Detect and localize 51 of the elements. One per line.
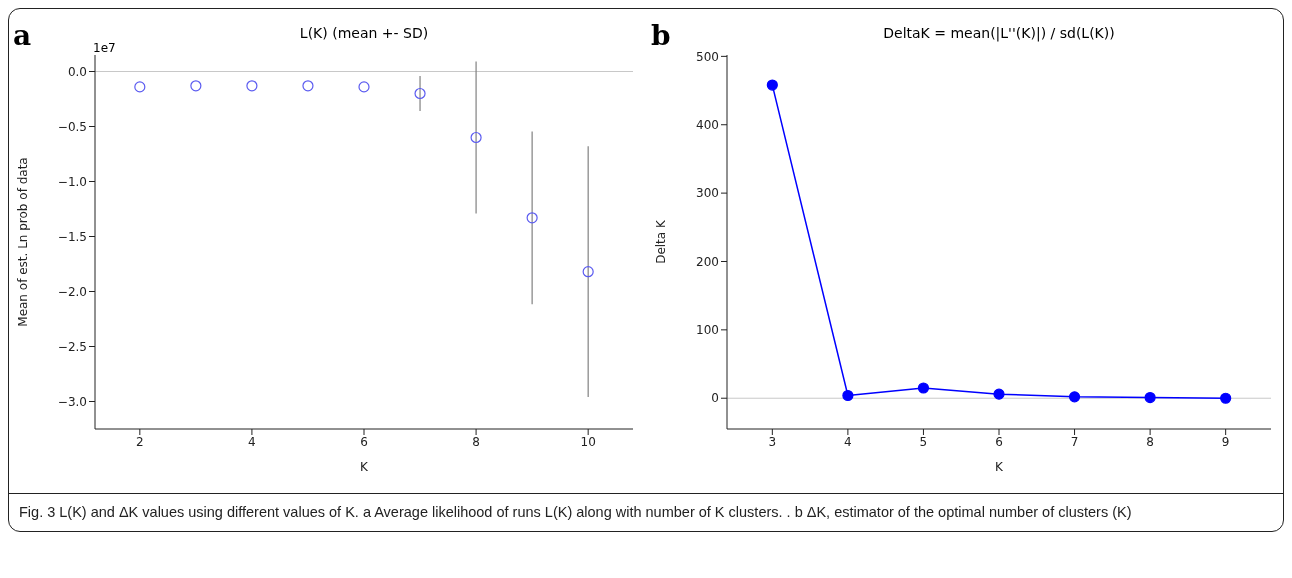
y-tick-label: 0 bbox=[711, 391, 719, 406]
x-tick-label: 7 bbox=[1070, 434, 1079, 449]
point bbox=[190, 80, 202, 92]
y-axis-title: Mean of est. Ln prob of data bbox=[16, 157, 31, 327]
x-tick-label: 10 bbox=[580, 434, 596, 449]
x-axis-title: K bbox=[360, 460, 370, 474]
x-tick-label: 9 bbox=[1221, 434, 1230, 449]
x-tick-label: 6 bbox=[995, 434, 1003, 449]
point bbox=[1068, 391, 1081, 403]
x-tick-label: 3 bbox=[768, 434, 777, 449]
point bbox=[917, 382, 930, 394]
y-tick-label: 100 bbox=[696, 323, 719, 338]
x-tick-label: 6 bbox=[360, 434, 368, 449]
caption: Fig. 3 L(K) and ΔK values using different values of K. a Average likelihood of runs L(K) along with number of K clusters. . b ΔK, estimator of the optimal number of clusters (K) bbox=[9, 493, 1283, 525]
y-tick-label: 400 bbox=[696, 118, 719, 132]
x-tick-label: 5 bbox=[919, 434, 928, 449]
x-tick-label: 2 bbox=[136, 434, 144, 449]
point bbox=[842, 389, 854, 402]
text: b bbox=[651, 19, 671, 52]
y-tick-label: −1.5 bbox=[57, 229, 87, 244]
x-tick-label: 4 bbox=[844, 434, 852, 449]
chart-title: DeltaK = mean(|L''(K)|) / sd(L(K)) bbox=[882, 25, 1116, 41]
point bbox=[1144, 391, 1156, 404]
y-tick-label: −1.0 bbox=[57, 174, 87, 189]
text: a bbox=[13, 19, 32, 52]
x-tick-label: 4 bbox=[248, 434, 256, 449]
point bbox=[134, 81, 146, 93]
y-axis-title: Delta K bbox=[654, 219, 669, 264]
y-tick-label: −2.0 bbox=[57, 284, 87, 299]
x-tick-label: 8 bbox=[472, 434, 480, 449]
y-tick-label: −2.5 bbox=[57, 339, 87, 354]
x-axis-title: K bbox=[995, 460, 1005, 474]
y-tick-label: −3.0 bbox=[57, 394, 87, 409]
chart-title: L(K) (mean +- SD) bbox=[298, 25, 430, 41]
point bbox=[358, 81, 370, 93]
y-tick-label: 500 bbox=[696, 49, 719, 64]
point bbox=[1220, 392, 1232, 404]
y-tick-label: 0.0 bbox=[67, 64, 87, 79]
y-tick-label: −0.5 bbox=[57, 119, 87, 134]
point bbox=[582, 266, 594, 278]
point bbox=[993, 388, 1005, 400]
annotation: 1e7 bbox=[93, 41, 116, 55]
point bbox=[526, 212, 538, 224]
point bbox=[766, 79, 778, 91]
point bbox=[470, 131, 482, 144]
point bbox=[414, 87, 426, 100]
point bbox=[302, 80, 314, 92]
x-tick-label: 8 bbox=[1146, 434, 1154, 449]
y-tick-label: 200 bbox=[696, 254, 719, 269]
y-tick-label: 300 bbox=[696, 186, 719, 201]
point bbox=[246, 80, 258, 92]
